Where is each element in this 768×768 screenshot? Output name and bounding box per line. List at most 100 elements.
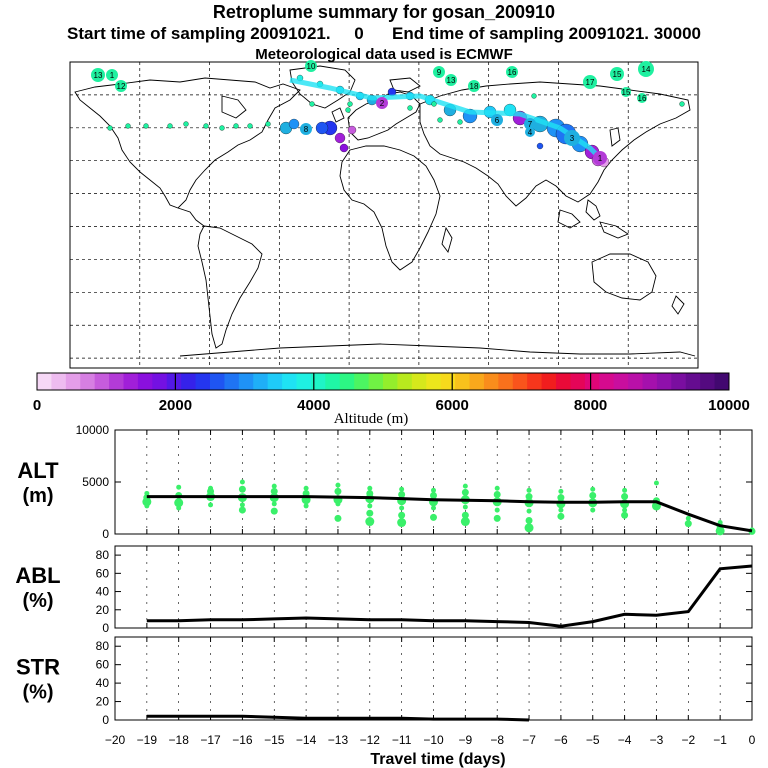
- plume-small-marker: [247, 123, 253, 129]
- x-tick-label: −2: [681, 733, 695, 747]
- plume-small-marker: [347, 101, 353, 107]
- plume-day-label: 7: [528, 120, 533, 129]
- plume-day-label: 15: [613, 70, 622, 79]
- plume-label-bg: [106, 69, 118, 81]
- x-tick-label: −14: [296, 733, 317, 747]
- met-note: Meteorological data used is ECMWF: [255, 46, 513, 63]
- plume-day-label: 16: [508, 68, 517, 77]
- alt-point: [685, 515, 691, 521]
- plume-day-label: 12: [117, 82, 126, 91]
- x-tick-label: −8: [490, 733, 504, 747]
- x-tick-label: −3: [650, 733, 664, 747]
- plume-small-marker: [407, 105, 413, 111]
- colorbar-swatch: [253, 373, 269, 390]
- plume-label-bg: [525, 127, 535, 137]
- y-tick-label: 0: [102, 527, 109, 541]
- colorbar-swatch: [123, 373, 139, 390]
- y-tick-label: 20: [96, 603, 110, 617]
- alt-point: [399, 486, 405, 492]
- colorbar-swatch: [671, 373, 687, 390]
- alt-point: [208, 502, 214, 508]
- alt-point: [621, 493, 629, 501]
- alt-point: [430, 513, 437, 521]
- x-tick-label: −11: [392, 733, 412, 747]
- plume-small-marker: [125, 123, 131, 129]
- colorbar-swatch: [65, 373, 81, 390]
- colorbar-swatch: [584, 373, 600, 390]
- panel-ylabel-alt: ALT: [17, 458, 59, 483]
- panel-ylabel-unit: (%): [22, 682, 53, 704]
- colorbar-swatch: [181, 373, 197, 390]
- alt-point: [397, 518, 407, 528]
- plume-day-label: 18: [470, 82, 479, 91]
- x-tick-label: −20: [105, 733, 126, 747]
- alt-point: [493, 514, 501, 522]
- plume-label-bg: [468, 80, 480, 92]
- alt-point: [398, 490, 406, 498]
- alt-point: [653, 480, 659, 486]
- plume-label-bg: [491, 114, 503, 126]
- map-frame: [69, 61, 699, 369]
- alt-point: [399, 505, 405, 511]
- alt-point: [239, 479, 245, 485]
- colorbar-swatch: [325, 373, 341, 390]
- y-tick-label: 20: [96, 695, 110, 709]
- colorbar-swatch: [310, 373, 326, 390]
- alt-point: [461, 488, 469, 496]
- colorbar-swatch: [599, 373, 615, 390]
- plume-label-bg: [376, 97, 388, 109]
- x-tick-label: −17: [200, 733, 221, 747]
- x-tick-label: −9: [459, 733, 473, 747]
- y-tick-label: 40: [96, 676, 110, 690]
- plume-day-label: 2: [380, 99, 385, 108]
- colorbar-swatch: [80, 373, 96, 390]
- plume-label-bg: [524, 118, 536, 130]
- plume-small-marker: [143, 123, 149, 129]
- y-tick-label: 60: [96, 658, 110, 672]
- colorbar-swatch: [383, 373, 398, 390]
- colorbar-swatch: [210, 373, 225, 390]
- plume-label-bg: [300, 123, 312, 135]
- plume-day-label: 3: [570, 134, 575, 143]
- plume-small-marker: [431, 101, 437, 107]
- alt-point: [367, 503, 373, 509]
- plume-day-label: 9: [437, 68, 442, 77]
- alt-point: [524, 523, 534, 533]
- alt-mean-line: [146, 495, 753, 533]
- chart-title: Retroplume summary for gosan_200910: [212, 2, 556, 22]
- alt-point: [238, 506, 246, 514]
- colorbar-swatch: [51, 373, 67, 390]
- colorbar-swatch: [296, 373, 312, 390]
- plume-small-marker: [183, 121, 189, 127]
- plume-day-label: 15: [622, 88, 631, 97]
- colorbar-swatch: [282, 373, 297, 390]
- plume-blob: [339, 143, 349, 153]
- alt-point: [558, 488, 564, 494]
- y-tick-label: 0: [102, 621, 109, 635]
- plume-label-bg: [610, 67, 624, 81]
- x-tick-label: −15: [264, 733, 285, 747]
- colorbar-swatch: [195, 373, 211, 390]
- alt-point: [653, 505, 659, 511]
- colorbar-swatch: [368, 373, 384, 390]
- plume-day-label: 13: [94, 71, 103, 80]
- colorbar-frame: [36, 372, 730, 391]
- alt-point: [270, 487, 278, 495]
- alt-point: [622, 507, 628, 513]
- plume-label-bg: [445, 74, 457, 86]
- plume-blob: [347, 125, 357, 135]
- plume-label-bg: [506, 66, 518, 78]
- alt-point: [334, 487, 342, 495]
- plume-trail: [289, 77, 606, 164]
- altitude-colorbar: [36, 372, 730, 391]
- plume-small-marker: [437, 117, 443, 123]
- colorbar-swatch: [137, 373, 153, 390]
- alt-point: [462, 504, 468, 510]
- alt-point: [365, 517, 375, 527]
- alt-point: [460, 517, 470, 527]
- panel-alt: 0 5000 10000 ALT(m): [17, 423, 756, 541]
- alt-point: [526, 487, 532, 493]
- alt-point: [335, 501, 341, 507]
- colorbar-swatch: [556, 373, 571, 390]
- y-tick-label: 0: [102, 713, 109, 727]
